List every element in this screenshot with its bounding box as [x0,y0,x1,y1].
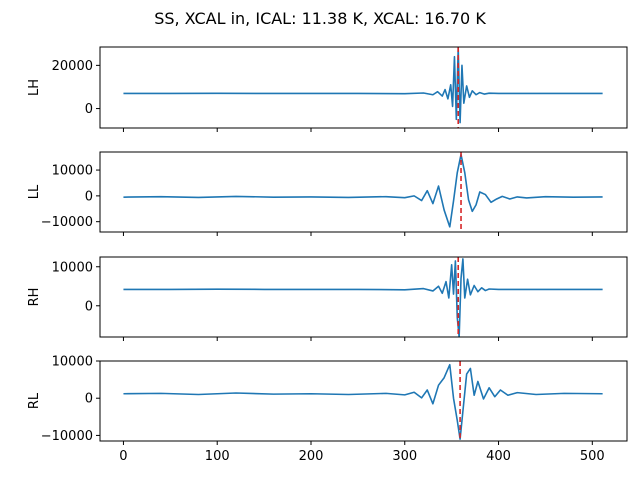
x-tick-label: 500 [580,449,605,464]
y-tick-label: 10000 [52,164,93,179]
series-line-ll [123,153,603,228]
y-tick-label: 0 [85,102,93,117]
axes-frame [99,151,628,233]
subplot-lh: 0 20000 LH [27,46,628,132]
axes-frame [99,256,628,338]
series-line-lh [123,47,603,124]
subplot-grid: 0 20000 LH −10000 0 10000 LL 0 10000 RH −10000 0 100… [27,46,628,464]
y-axis-label: LH [27,79,42,96]
series-line-rh [123,258,603,337]
y-tick-label: 0 [85,189,93,204]
y-tick-label: −10000 [41,429,93,444]
x-tick-label: 200 [299,449,324,464]
subplot-ll: −10000 0 10000 LL [27,151,628,236]
subplot-rh: 0 10000 RH [27,256,628,341]
y-tick-label: 10000 [52,260,93,275]
y-tick-label: 10000 [52,355,93,370]
y-tick-label: −10000 [41,215,93,230]
axes-frame [99,46,628,129]
series-line-rl [123,363,603,440]
y-axis-label: LL [27,184,42,199]
y-tick-label: 0 [85,299,93,314]
subplot-rl: −10000 0 10000 RL 0 100 200 300 400 500 [27,355,628,464]
y-tick-label: 20000 [52,59,93,74]
x-tick-label: 300 [392,449,417,464]
x-tick-label: 100 [205,449,230,464]
y-axis-label: RL [27,392,42,409]
x-tick-label: 400 [486,449,511,464]
axes-frame [99,360,628,442]
x-tick-label: 0 [119,449,127,464]
figure-title: SS, XCAL in, ICAL: 11.38 K, XCAL: 16.70 … [154,9,486,28]
y-tick-label: 0 [85,392,93,407]
y-axis-label: RH [27,288,42,307]
